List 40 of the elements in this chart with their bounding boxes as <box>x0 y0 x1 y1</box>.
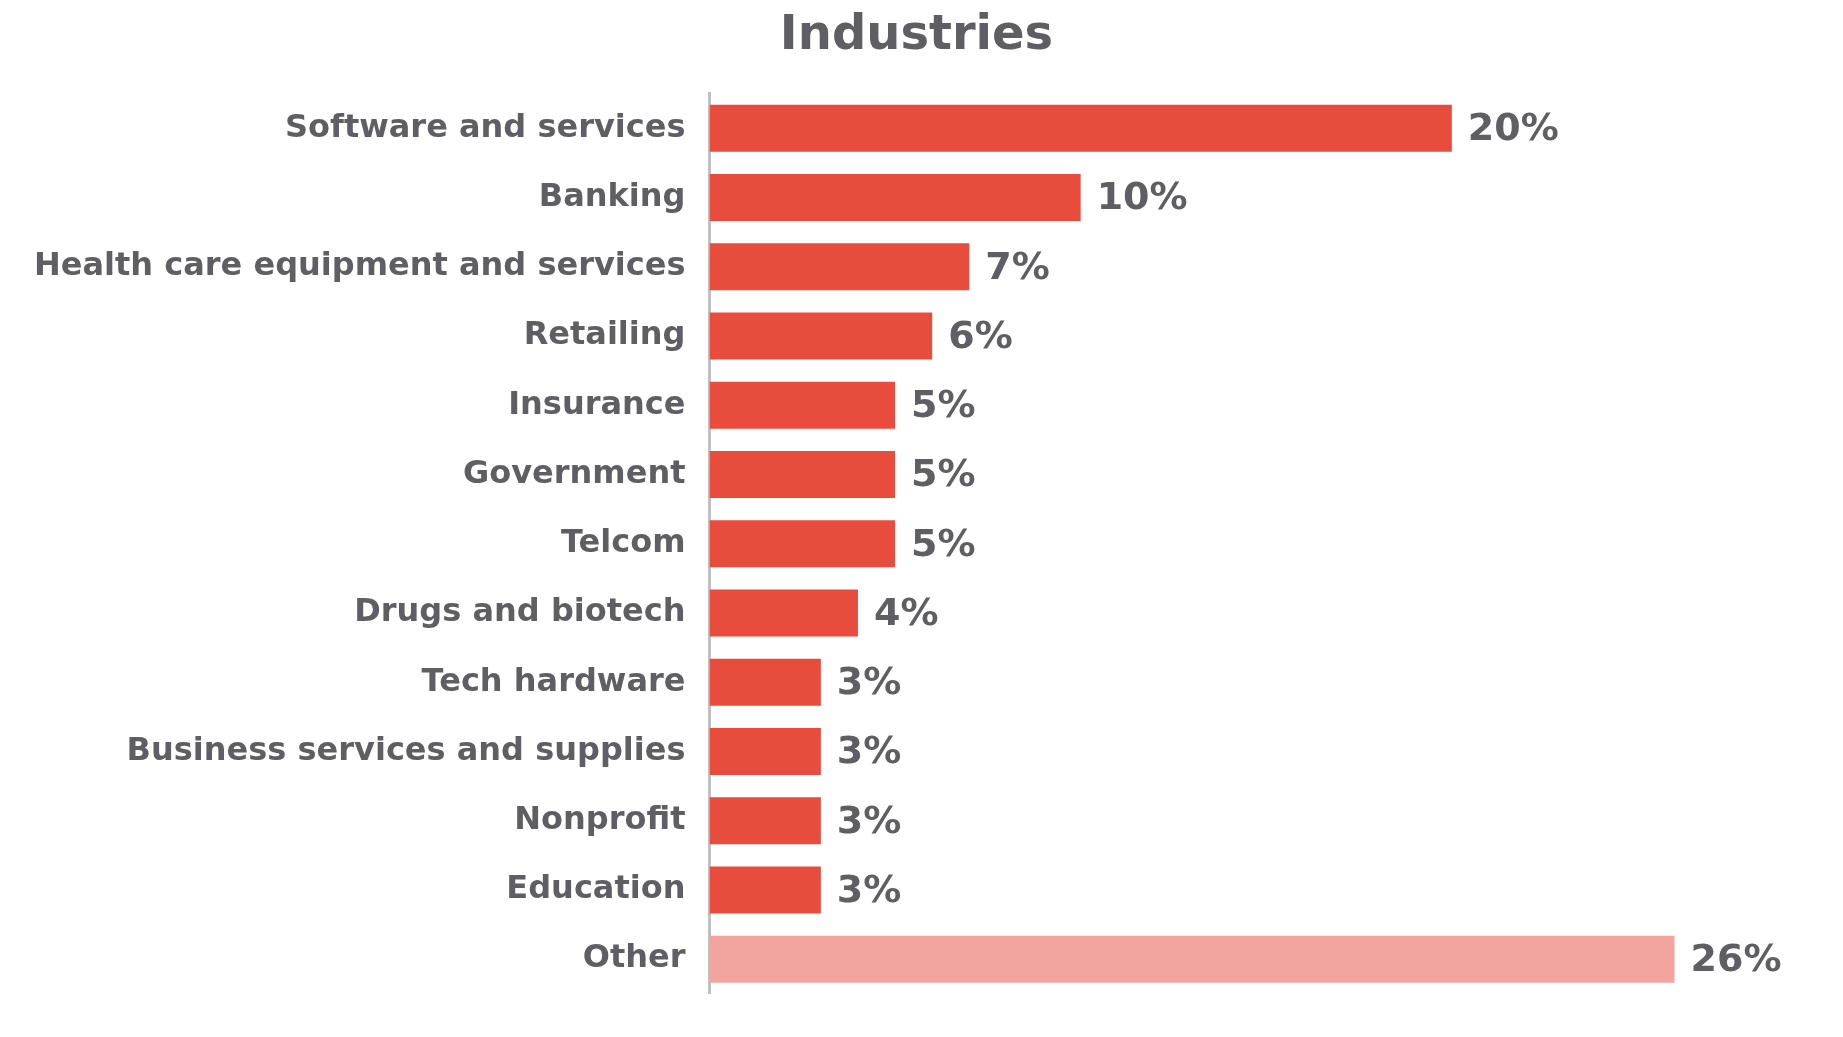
bar <box>709 520 896 568</box>
bar <box>709 104 1452 152</box>
data-label: 6% <box>948 312 1013 357</box>
data-label: 3% <box>836 659 902 704</box>
y-tick-label: Nonprofit <box>514 799 686 837</box>
y-tick-label: Drugs and biotech <box>354 591 686 630</box>
bar <box>709 727 821 775</box>
y-tick-label: Education <box>506 868 686 907</box>
data-label: 26% <box>1690 936 1782 981</box>
bar <box>709 866 821 914</box>
y-tick-label: Software and services <box>284 106 686 145</box>
chart-title: Industries <box>779 4 1054 61</box>
bar <box>709 589 858 637</box>
data-label: 3% <box>836 728 902 773</box>
bar <box>709 450 896 498</box>
bar <box>709 658 821 706</box>
data-label: 20% <box>1467 105 1559 150</box>
data-label: 5% <box>911 451 976 496</box>
data-label: 5% <box>911 382 976 427</box>
data-label: 3% <box>836 797 902 842</box>
y-tick-label: Government <box>462 452 686 491</box>
bar <box>709 312 933 360</box>
data-label: 7% <box>985 243 1050 288</box>
y-tick-label: Insurance <box>508 383 686 422</box>
bar <box>709 935 1675 983</box>
data-label: 10% <box>1096 174 1188 219</box>
y-tick-label: Tech hardware <box>421 660 686 699</box>
data-label: 3% <box>836 866 902 911</box>
bar <box>709 381 896 429</box>
bar <box>709 173 1081 222</box>
data-label: 4% <box>873 589 939 634</box>
data-label: 5% <box>911 520 976 565</box>
y-tick-label: Health care equipment and services <box>34 245 686 284</box>
y-tick-label: Other <box>582 937 686 976</box>
y-tick-label: Banking <box>538 175 686 214</box>
y-tick-label: Telcom <box>560 522 686 561</box>
y-tick-label: Retailing <box>523 314 686 353</box>
bar <box>709 797 821 845</box>
y-tick-label: Business services and supplies <box>126 729 686 768</box>
bar <box>709 243 970 291</box>
